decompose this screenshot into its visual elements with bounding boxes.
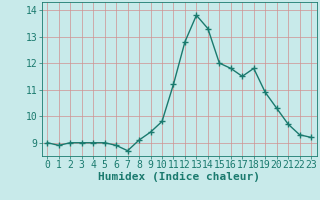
- X-axis label: Humidex (Indice chaleur): Humidex (Indice chaleur): [98, 172, 260, 182]
